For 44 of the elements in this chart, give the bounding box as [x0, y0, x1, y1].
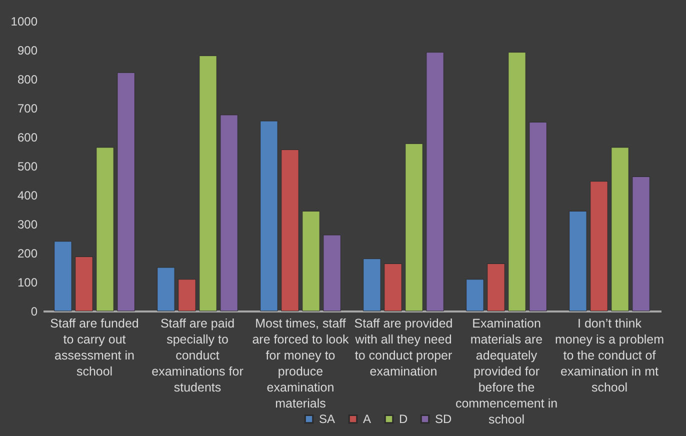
y-tick-label: 600: [17, 130, 38, 144]
bar: [96, 147, 114, 312]
bar: [569, 210, 587, 312]
bar: [199, 56, 217, 312]
x-tick-label: I don’t think money is a problem to the conduct of examination in mt school: [554, 316, 664, 394]
bar: [117, 72, 135, 312]
bar: [178, 279, 196, 312]
bar: [157, 267, 175, 312]
bar: [426, 52, 444, 312]
y-tick-label: 800: [17, 72, 38, 86]
legend-label: SD: [435, 412, 452, 426]
bar: [363, 258, 381, 312]
y-tick-label: 0: [30, 304, 38, 318]
y-tick-label: 1000: [10, 14, 38, 28]
y-tick-label: 100: [17, 276, 38, 290]
y-tick-label: 500: [17, 160, 38, 174]
y-tick-label: 900: [17, 44, 38, 58]
bar: [611, 147, 629, 312]
y-tick-label: 200: [17, 246, 38, 260]
bar: [323, 234, 341, 312]
bar: [632, 176, 650, 312]
bar: [590, 181, 608, 312]
bar: [405, 143, 423, 312]
x-tick-label: Staff are funded to carry out assessment in school: [50, 316, 139, 378]
y-tick-label: 400: [17, 188, 38, 202]
bar: [487, 263, 505, 312]
legend-label: D: [399, 412, 408, 426]
bar: [75, 256, 93, 312]
bar: [302, 210, 320, 312]
x-tick-label: Most times, staff are forced to look for money to produce examination materials: [252, 316, 350, 410]
bar: [384, 263, 402, 312]
x-tick-label: Staff are paid specially to conduct examinations for students: [152, 316, 244, 394]
bar: [260, 120, 278, 312]
y-tick-label: 700: [17, 102, 38, 116]
bar: [529, 122, 547, 312]
bar: [220, 114, 238, 312]
x-tick-label: Staff are provided with all they need to conduct proper examination: [354, 316, 453, 378]
bar: [281, 150, 299, 312]
legend-label: A: [363, 412, 372, 426]
bar: [466, 279, 484, 312]
legend-label: SA: [319, 412, 336, 426]
bar: [508, 52, 526, 312]
bar: [54, 241, 72, 312]
y-tick-label: 300: [17, 218, 38, 232]
